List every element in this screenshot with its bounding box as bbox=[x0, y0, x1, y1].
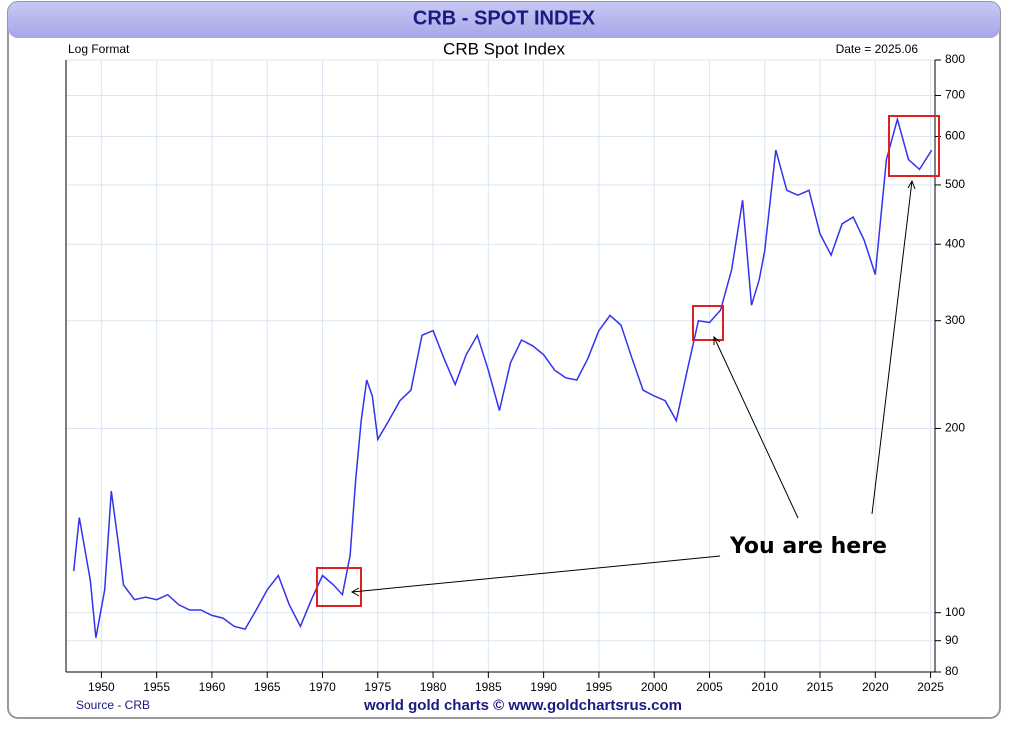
y-tick-label: 100 bbox=[945, 605, 965, 619]
y-tick-label: 90 bbox=[945, 633, 959, 647]
x-tick-label: 1970 bbox=[309, 680, 336, 694]
x-tick-label: 2015 bbox=[807, 680, 834, 694]
x-tick-label: 2000 bbox=[641, 680, 668, 694]
x-tick-label: 2010 bbox=[751, 680, 778, 694]
header-title: CRB - SPOT INDEX bbox=[413, 7, 596, 29]
y-tick-label: 800 bbox=[945, 52, 965, 66]
x-tick-label: 1955 bbox=[143, 680, 170, 694]
x-tick-label: 1985 bbox=[475, 680, 502, 694]
pointer-label: You are here bbox=[729, 534, 887, 559]
date-note: Date = 2025.06 bbox=[836, 42, 919, 56]
chart-title: CRB Spot Index bbox=[443, 39, 565, 58]
x-tick-label: 1960 bbox=[199, 680, 226, 694]
y-tick-label: 500 bbox=[945, 177, 965, 191]
x-tick-label: 2020 bbox=[862, 680, 889, 694]
x-tick-label: 2005 bbox=[696, 680, 723, 694]
x-tick-label: 1950 bbox=[88, 680, 115, 694]
x-tick-label: 1995 bbox=[586, 680, 613, 694]
highlight-box bbox=[888, 115, 940, 177]
arrow bbox=[871, 179, 916, 515]
pointer-arrows bbox=[350, 179, 916, 597]
header-bar bbox=[8, 2, 1000, 38]
arrow bbox=[713, 335, 799, 519]
highlight-box bbox=[692, 305, 724, 341]
plot-area: 1950 1955 1960 1965 1970 1975 1980 1985 1990 1995… bbox=[66, 52, 965, 694]
y-tick-label: 80 bbox=[945, 664, 959, 678]
x-tick-label: 2025 bbox=[917, 680, 944, 694]
y-tick-label: 200 bbox=[945, 421, 965, 435]
highlight-boxes bbox=[316, 115, 940, 607]
data-line bbox=[72, 116, 933, 638]
x-tick-label: 1980 bbox=[420, 680, 447, 694]
x-tick-label: 1990 bbox=[530, 680, 557, 694]
credit: world gold charts © www.goldchartsrus.co… bbox=[363, 697, 682, 714]
scale-note: Log Format bbox=[68, 42, 130, 56]
y-tick-label: 300 bbox=[945, 313, 965, 327]
highlight-box bbox=[316, 567, 362, 607]
y-tick-label: 400 bbox=[945, 236, 965, 250]
y-tick-label: 600 bbox=[945, 129, 965, 143]
x-tick-label: 1965 bbox=[254, 680, 281, 694]
x-tick-label: 1975 bbox=[364, 680, 391, 694]
source: Source - CRB bbox=[76, 698, 150, 712]
arrow bbox=[350, 555, 721, 597]
y-tick-label: 700 bbox=[945, 88, 965, 102]
